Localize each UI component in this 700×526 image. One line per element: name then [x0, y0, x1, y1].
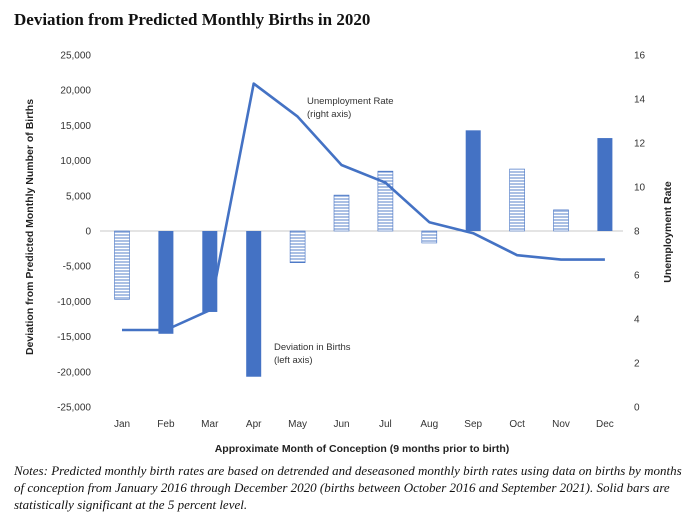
y2-tick-label: 0 — [634, 403, 640, 414]
y-tick-label: -20,000 — [57, 367, 91, 378]
chart-notes: Notes: Predicted monthly birth rates are… — [14, 463, 682, 512]
chart: -25,000 -20,000 -15,000 -10,000 -5,000 0 5,000… — [24, 51, 674, 456]
y2-tick-label: 14 — [634, 95, 646, 106]
bar-apr — [246, 231, 262, 377]
y2-tick-label: 4 — [634, 315, 640, 326]
y-tick-label: -5,000 — [63, 262, 92, 273]
y-tick-label: 15,000 — [60, 121, 91, 132]
bar-mar — [202, 231, 218, 312]
y-tick-label: 0 — [85, 227, 91, 238]
unemployment-rate-annotation: Unemployment Rate (right axis) — [307, 96, 394, 120]
x-tick-label: Aug — [420, 419, 438, 430]
y-tick-label: 25,000 — [60, 51, 91, 62]
x-tick-label: Feb — [157, 419, 175, 430]
bar-feb — [158, 231, 174, 334]
y2-tick-label: 12 — [634, 139, 646, 150]
y-tick-label: -10,000 — [57, 297, 91, 308]
y2-tick-label: 2 — [634, 359, 640, 370]
bar-oct — [509, 168, 525, 232]
y2-tick-label: 6 — [634, 271, 640, 282]
bar-jun — [333, 194, 350, 232]
y2-tick-label: 16 — [634, 51, 646, 62]
bar-may — [289, 230, 306, 263]
y-tick-label: 10,000 — [60, 156, 91, 167]
y2-tick-label: 8 — [634, 227, 640, 238]
y-tick-label: -25,000 — [57, 403, 91, 414]
y-axis-label: Deviation from Predicted Monthly Number … — [24, 99, 36, 355]
x-tick-label: Dec — [596, 419, 614, 430]
x-axis-label: Approximate Month of Conception (9 month… — [215, 443, 510, 455]
bar-nov — [553, 209, 569, 232]
bar-dec — [597, 138, 613, 231]
y-tick-label: 20,000 — [60, 86, 91, 97]
x-tick-label: Jul — [379, 419, 392, 430]
x-tick-label: Sep — [464, 419, 482, 430]
chart-title: Deviation from Predicted Monthly Births … — [14, 10, 371, 29]
x-tick-label: Mar — [201, 419, 219, 430]
x-tick-label: Jan — [114, 419, 130, 430]
x-tick-label: Nov — [552, 419, 570, 430]
y-tick-label: 5,000 — [66, 191, 91, 202]
unemployment-rate-line — [122, 82, 605, 332]
x-tick-label: Jun — [333, 419, 349, 430]
deviation-in-births-annotation: Deviation in Births (left axis) — [274, 342, 351, 366]
x-tick-label: Apr — [246, 419, 262, 430]
y2-tick-label: 10 — [634, 183, 646, 194]
bar-jan — [114, 230, 130, 300]
x-tick-label: May — [288, 419, 307, 430]
bar-sep — [465, 130, 481, 231]
bar-aug — [421, 230, 438, 244]
x-tick-label: Oct — [509, 419, 525, 430]
y2-axis-label: Unemployment Rate — [662, 181, 674, 283]
y-tick-label: -15,000 — [57, 332, 91, 343]
